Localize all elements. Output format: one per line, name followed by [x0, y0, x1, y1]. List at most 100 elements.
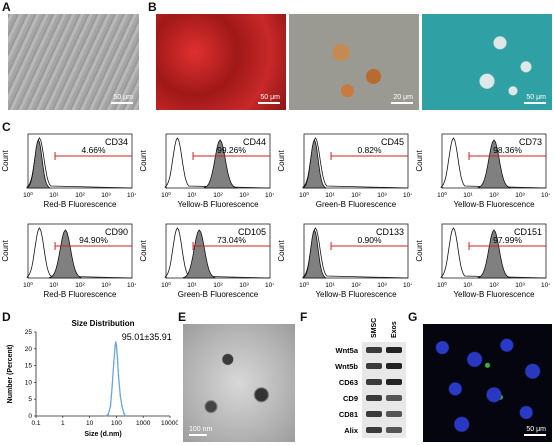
y-axis-label: Count [1, 240, 10, 262]
band-label: CD63 [339, 378, 358, 387]
data-point [124, 415, 127, 417]
x-tick-label: 10⁰ [161, 281, 171, 289]
percent-label: 94.90% [79, 235, 108, 245]
y-axis-label: Count [139, 240, 148, 262]
x-tick-label: 0.1 [31, 420, 40, 427]
y-axis-label: Count [415, 150, 424, 172]
x-tick-label: 10⁰ [299, 191, 309, 199]
x-tick-label: 10¹ [187, 192, 197, 199]
x-tick-label: 10¹ [49, 282, 59, 289]
scale-label: 20 μm [393, 94, 413, 101]
x-tick-label: 10⁰ [437, 281, 447, 289]
x-tick-label: 10¹ [187, 282, 197, 289]
x-tick-label: 10⁴ [541, 282, 550, 289]
band-label: Alix [344, 426, 359, 435]
percent-label: 4.66% [81, 145, 106, 155]
oil-red-image: 20 μm [289, 14, 419, 110]
y-axis-label: Number (Percent) [7, 345, 14, 404]
scale-label: 100 nm [189, 426, 213, 433]
x-axis-label: Red-B Fluorescence [44, 200, 117, 209]
band-smsc [366, 395, 382, 401]
data-point [115, 341, 117, 343]
marker-name: CD73 [519, 137, 542, 147]
sample-histogram [477, 229, 512, 279]
y-tick-label: 15 [25, 363, 33, 370]
y-axis-label: Count [415, 240, 424, 262]
scale-bar [258, 102, 280, 104]
tem-image: 100 nm [183, 324, 295, 442]
marker-name: CD45 [381, 137, 404, 147]
x-axis-label: Green-B Fluorescence [316, 200, 397, 209]
x-tick-label: 10² [75, 192, 85, 199]
scale-label: 50 μm [526, 426, 546, 433]
histogram-cd44: Count 10⁰ 10¹ 10² 10³ 10⁴ Yellow-B Fluorescenc… [139, 133, 274, 209]
marker-name: CD151 [514, 227, 542, 237]
y-tick-label: 25 [25, 329, 33, 336]
marker-name: CD34 [105, 137, 128, 147]
x-tick-label: 100 [111, 420, 122, 427]
scale-label: 50 μm [526, 94, 546, 101]
histogram-cd133: Count 10⁰ 10¹ 10² 10³ 10⁴ Yellow-B Fluorescenc… [277, 223, 412, 299]
control-histogram [26, 227, 133, 279]
x-tick-label: 10³ [515, 192, 525, 199]
plot-frame [303, 223, 409, 279]
sample-histogram [302, 139, 327, 189]
panel-label-e: E [178, 310, 187, 324]
alcian-blue-image: 50 μm [422, 14, 552, 110]
x-tick-label: 1000 [136, 420, 151, 427]
control-histogram [164, 227, 271, 279]
panel-label-c: C [2, 120, 11, 134]
control-histogram [164, 137, 271, 189]
histogram-cd73: Count 10⁰ 10¹ 10² 10³ 10⁴ Yellow-B Fluorescenc… [415, 133, 550, 209]
size-distribution-chart: Size Distribution 0.1 1 10 100 1000 10000 0 5 10 1… [7, 319, 178, 438]
flow-cytometry-grid: Count 10⁰ 10¹ 10² 10³ 10⁴ Red-B Fluorescence CD… [0, 128, 554, 306]
x-tick-label: 10² [489, 192, 499, 199]
scale-label: 50 μm [113, 94, 133, 101]
band-smsc [366, 363, 382, 369]
phase-contrast-image: 50 μm [8, 14, 139, 110]
percent-label: 0.90% [357, 235, 382, 245]
y-axis-label: Count [1, 150, 10, 172]
panel-label-g: G [408, 310, 418, 324]
sample-histogram [49, 229, 83, 279]
panel-label-d: D [2, 310, 11, 324]
percent-label: 98.36% [493, 145, 522, 155]
x-tick-label: 10¹ [49, 192, 59, 199]
x-tick-label: 10² [213, 192, 223, 199]
western-blot: SMSC Exos Wnt5a Wnt5b CD63 CD9 CD81 Alix [335, 318, 406, 438]
y-axis-label: Count [139, 150, 148, 172]
x-axis-label: Size (d.nm) [84, 431, 121, 438]
scale-bar [111, 102, 133, 104]
y-axis-label: Count [277, 150, 286, 172]
control-histogram [440, 137, 547, 189]
x-tick-label: 10⁰ [161, 191, 171, 199]
band-smsc [366, 347, 382, 353]
percent-label: 99.26% [217, 145, 246, 155]
data-point [114, 344, 116, 347]
x-tick-label: 10³ [515, 282, 525, 289]
band-exos [386, 427, 402, 433]
control-histogram [26, 137, 133, 189]
x-axis-label: Yellow-B Fluorescence [315, 290, 397, 299]
marker-name: CD44 [243, 137, 266, 147]
marker-name: CD105 [238, 227, 266, 237]
scale-bar [391, 102, 413, 104]
x-tick-label: 10⁴ [127, 192, 136, 199]
x-axis-label: Yellow-B Fluorescence [177, 200, 259, 209]
control-histogram [302, 227, 409, 279]
alizarin-red-image: 50 μm [156, 14, 286, 110]
band-exos [386, 347, 402, 353]
band-exos [386, 395, 402, 401]
x-tick-label: 10² [213, 282, 223, 289]
data-point [111, 385, 113, 387]
x-tick-label: 10² [351, 192, 361, 199]
band-label: CD9 [343, 394, 358, 403]
data-point [117, 374, 120, 377]
x-tick-label: 10³ [101, 192, 111, 199]
band-label: Wnt5a [336, 346, 359, 355]
sample-histogram [26, 139, 51, 189]
control-histogram [302, 137, 409, 189]
x-axis-label: Yellow-B Fluorescence [453, 200, 535, 209]
x-axis-label: Green-B Fluorescence [178, 290, 259, 299]
fluorescence-uptake-image: 50 μm [423, 324, 552, 442]
